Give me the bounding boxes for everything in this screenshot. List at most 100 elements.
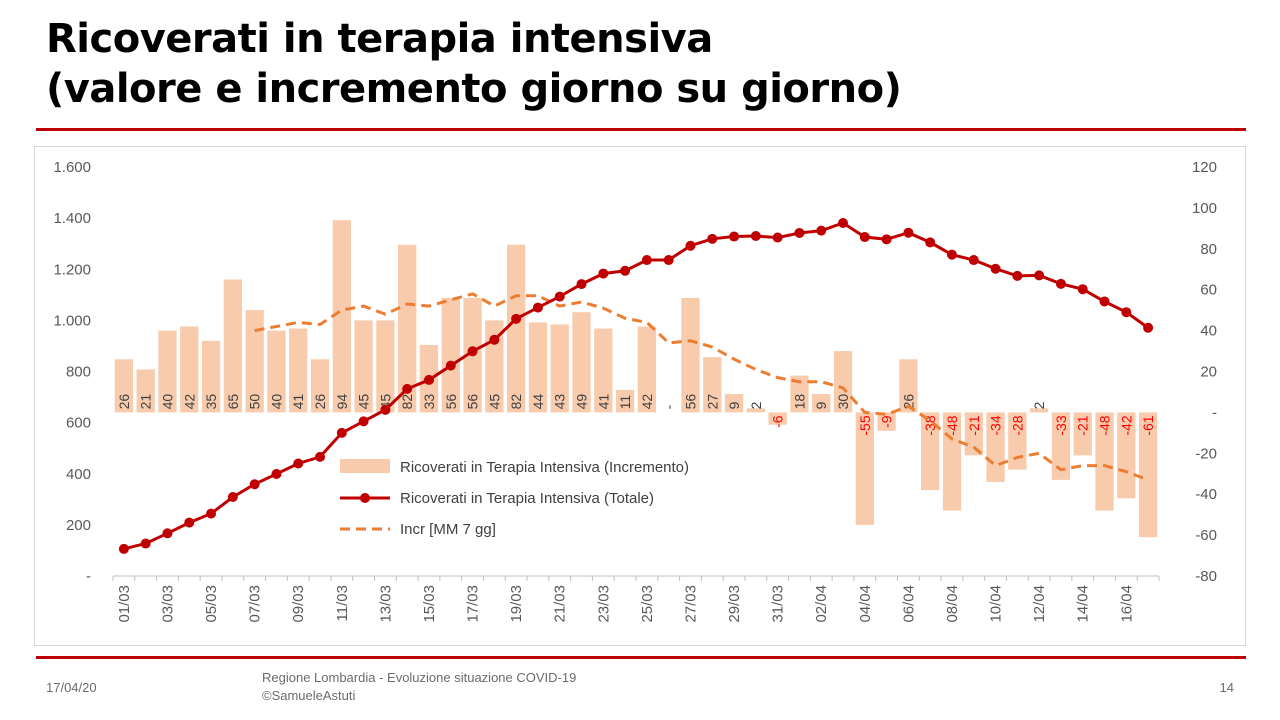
x-axis-tick-label: 04/04 [857, 585, 874, 623]
left-axis-tick-label: 200 [66, 517, 91, 534]
bar-data-label: 21 [138, 394, 154, 410]
data-point-totale [293, 458, 304, 469]
bar-data-label: -34 [988, 415, 1004, 435]
title-line-1: Ricoverati in terapia intensiva [46, 16, 713, 62]
bar-data-label: -48 [1097, 415, 1113, 435]
bar-data-label: 82 [508, 394, 524, 410]
bar-data-label: 65 [225, 394, 241, 410]
x-axis-tick-label: 25/03 [639, 585, 656, 623]
bar [441, 297, 460, 413]
data-point-totale [990, 263, 1001, 274]
bar-data-label: 35 [203, 394, 219, 410]
bottom-rule [36, 656, 1246, 659]
bar [746, 408, 766, 413]
title-line-2: (valore e incremento giorno su giorno) [46, 66, 902, 112]
data-point-totale [772, 232, 783, 243]
right-axis-tick-label: -40 [1195, 486, 1217, 503]
bar [594, 328, 613, 413]
bar-data-label: 18 [791, 394, 807, 410]
bar [921, 412, 940, 491]
data-point-totale [946, 249, 957, 260]
x-axis-tick-label: 17/03 [465, 585, 482, 623]
bar [855, 412, 874, 525]
data-point-totale [816, 225, 827, 236]
bar-data-label: -21 [966, 415, 982, 435]
data-point-totale [620, 265, 631, 276]
data-point-totale [336, 427, 347, 438]
right-axis-tick-label: 20 [1200, 364, 1217, 381]
bar-data-label: 40 [268, 394, 284, 410]
bar-data-label: 44 [530, 394, 546, 410]
bar-data-label: -21 [1075, 415, 1091, 435]
left-axis-tick-label: 1.600 [53, 159, 91, 176]
bar-data-label: 82 [399, 394, 415, 410]
bar [354, 320, 373, 413]
data-point-totale [598, 268, 609, 279]
bar-data-label: 9 [813, 401, 829, 409]
data-point-totale [1121, 307, 1132, 318]
x-axis-tick-label: 16/04 [1118, 585, 1135, 623]
bar [703, 357, 722, 413]
bar-data-label: 49 [574, 394, 590, 410]
bar [223, 279, 243, 413]
bar [158, 330, 177, 413]
left-axis-tick-label: - [86, 568, 91, 585]
x-axis-tick-label: 07/03 [247, 585, 264, 623]
top-rule [36, 128, 1246, 131]
bar [528, 322, 548, 413]
bar-data-label: 2 [1031, 401, 1047, 409]
bar-data-label: 45 [486, 394, 502, 410]
data-point-totale [1077, 284, 1088, 295]
legend-label: Incr [MM 7 gg] [400, 521, 496, 538]
bar [790, 375, 809, 413]
left-axis-tick-label: 1.000 [53, 312, 91, 329]
bar-data-label: 26 [116, 394, 132, 410]
bar-data-label: 45 [356, 394, 372, 410]
bar [136, 369, 155, 413]
data-point-totale [184, 517, 195, 528]
chart-frame: -200 400 600 800 1.000 1.200 1.400 1.600 -80 -60-… [34, 146, 1246, 646]
data-point-totale [140, 538, 151, 549]
left-axis-tick-label: 600 [66, 415, 91, 432]
data-point-totale [423, 374, 434, 385]
bar [833, 351, 853, 413]
right-axis-tick-label: -80 [1195, 568, 1217, 585]
data-point-totale [576, 279, 587, 290]
bar [877, 412, 896, 431]
bar-data-label: 40 [159, 394, 175, 410]
x-axis-tick-label: 05/03 [203, 585, 220, 623]
data-point-totale [925, 237, 936, 248]
bar [768, 412, 787, 425]
data-point-totale [750, 231, 761, 242]
bar [1051, 412, 1071, 480]
data-point-totale [358, 416, 369, 427]
legend-swatch-incremento [340, 459, 390, 473]
bar-data-label: 42 [639, 394, 655, 410]
bar-data-label: 26 [312, 394, 328, 410]
bar-data-label: 9 [726, 401, 742, 409]
slide-title: Ricoverati in terapia intensiva (valore … [46, 14, 902, 114]
x-axis-tick-label: 15/03 [421, 585, 438, 623]
data-point-totale [1099, 296, 1110, 307]
data-point-totale [249, 479, 260, 490]
x-axis-tick-label: 03/03 [159, 585, 176, 623]
bar-data-label: -6 [770, 415, 786, 428]
legend-label: Ricoverati in Terapia Intensiva (Increme… [400, 459, 689, 476]
data-point-totale [532, 302, 543, 313]
data-point-totale [859, 232, 870, 243]
data-point-totale [467, 346, 478, 357]
bar [572, 312, 591, 413]
bar-data-label: -42 [1118, 415, 1134, 435]
right-axis-tick-label: -20 [1195, 445, 1217, 462]
bar-data-label: 41 [595, 394, 611, 410]
bar [1095, 412, 1114, 511]
bar-data-label: 30 [835, 394, 851, 410]
data-point-totale [271, 469, 282, 480]
data-point-totale [162, 528, 173, 539]
data-point-totale [118, 543, 129, 554]
right-axis-tick-label: 100 [1192, 200, 1217, 217]
bar-data-label: -9 [879, 415, 895, 428]
bar-data-label: 42 [181, 394, 197, 410]
bar [1029, 408, 1049, 413]
chart: -2004006008001.0001.2001.4001.600-80-60-… [53, 159, 1217, 623]
